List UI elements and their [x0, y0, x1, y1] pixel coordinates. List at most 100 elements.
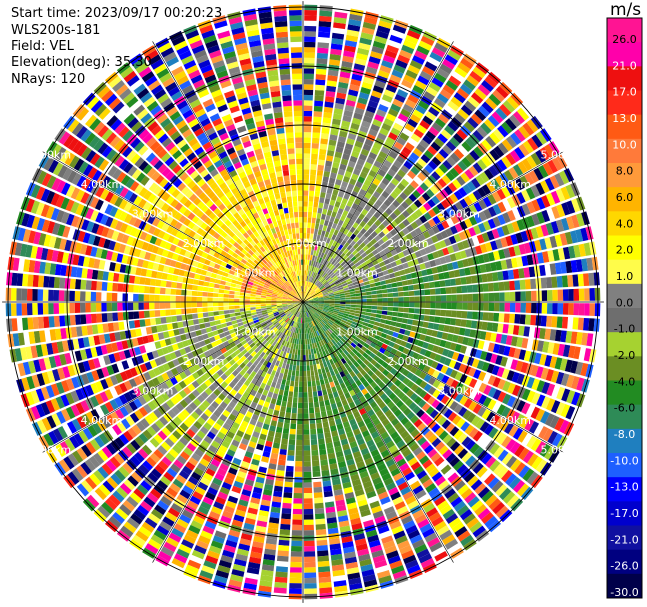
- radar-gate: [330, 325, 336, 331]
- radar-gate: [317, 307, 323, 311]
- radar-gate: [362, 321, 369, 327]
- radar-gate: [240, 460, 250, 469]
- radar-gate: [349, 291, 356, 295]
- radar-gate: [516, 192, 526, 204]
- radar-gate: [339, 203, 346, 210]
- radar-gate: [476, 274, 483, 283]
- radar-gate: [304, 25, 317, 32]
- radar-gate: [349, 312, 355, 316]
- radar-gate: [192, 336, 199, 344]
- radar-gate: [521, 402, 531, 415]
- radar-gate: [119, 382, 128, 393]
- radar-gate: [276, 316, 282, 321]
- radar-gate: [316, 170, 324, 177]
- radar-gate: [263, 315, 269, 320]
- radar-gate: [324, 267, 330, 274]
- radar-gate: [176, 315, 183, 322]
- radar-gate: [431, 77, 444, 88]
- radar-gate: [324, 303, 330, 305]
- radar-gate: [260, 306, 267, 309]
- radar-gate: [312, 306, 318, 310]
- radar-gate: [314, 374, 320, 381]
- radar-gate: [350, 302, 357, 305]
- radar-gate: [260, 321, 267, 326]
- radar-gate: [463, 398, 473, 409]
- radar-gate: [397, 312, 404, 318]
- radar-gate: [235, 475, 245, 484]
- radar-gate: [410, 180, 419, 189]
- radar-gate: [259, 433, 267, 441]
- radar-gate: [446, 156, 457, 167]
- radar-gate: [228, 366, 236, 374]
- radar-gate: [114, 331, 122, 341]
- radar-gate: [388, 325, 396, 332]
- radar-gate: [346, 567, 360, 575]
- radar-gate: [526, 155, 537, 169]
- radar-gate: [86, 494, 100, 508]
- radar-gate: [400, 430, 410, 440]
- radar-gate: [421, 402, 431, 412]
- radar-gate: [161, 324, 168, 332]
- radar-gate: [270, 506, 281, 514]
- radar-gate: [320, 320, 326, 326]
- radar-gate: [318, 304, 324, 307]
- radar-gate: [286, 312, 292, 317]
- radar-gate: [257, 315, 264, 319]
- radar-gate: [341, 282, 348, 287]
- radar-gate: [165, 423, 175, 433]
- radar-gate: [290, 556, 302, 563]
- radar-gate: [413, 162, 424, 172]
- radar-gate: [329, 216, 335, 223]
- radar-gate: [303, 302, 307, 306]
- radar-gate: [324, 431, 332, 439]
- radar-gate: [321, 279, 327, 285]
- radar-gate: [207, 302, 213, 307]
- radar-gate: [401, 515, 413, 525]
- radar-gate: [303, 450, 311, 456]
- radar-gate: [304, 567, 316, 573]
- radar-gate: [209, 413, 219, 422]
- radar-gate: [317, 164, 325, 171]
- radar-gate: [392, 311, 399, 317]
- radar-gate: [174, 383, 183, 392]
- radar-gate: [312, 343, 316, 349]
- radar-gate: [354, 336, 361, 343]
- radar-gate: [423, 383, 432, 392]
- radar-gate: [520, 362, 529, 374]
- radar-gate: [306, 293, 311, 299]
- radar-gate: [378, 223, 386, 231]
- radar-gate: [264, 327, 270, 332]
- radar-gate: [194, 355, 202, 363]
- radar-gate: [225, 344, 232, 351]
- radar-gate: [288, 313, 293, 318]
- radar-gate: [229, 426, 238, 435]
- radar-gate: [417, 172, 427, 182]
- radar-gate: [238, 325, 245, 330]
- radar-gate: [266, 307, 272, 310]
- radar-gate: [443, 357, 452, 367]
- radar-gate: [166, 467, 178, 478]
- radar-gate: [257, 515, 269, 523]
- radar-gate: [501, 406, 511, 418]
- radar-gate: [419, 119, 431, 130]
- radar-gate: [326, 322, 332, 327]
- radar-gate: [308, 265, 311, 271]
- radar-gate: [531, 213, 541, 226]
- radar-gate: [53, 315, 60, 328]
- radar-gate: [79, 291, 86, 302]
- radar-gate: [374, 35, 388, 45]
- radar-gate: [314, 267, 318, 273]
- radar-gate: [348, 344, 355, 351]
- radar-gate: [303, 195, 309, 202]
- radar-gate: [346, 244, 353, 251]
- radar-gate: [294, 327, 298, 334]
- radar-gate: [209, 426, 219, 436]
- radar-gate: [320, 258, 325, 265]
- radar-gate: [466, 517, 480, 529]
- radar-gate: [236, 400, 245, 408]
- radar-gate: [314, 342, 318, 349]
- radar-gate: [560, 330, 567, 343]
- radar-gate: [419, 182, 429, 192]
- radar-gate: [48, 289, 54, 301]
- radar-gate: [323, 305, 330, 308]
